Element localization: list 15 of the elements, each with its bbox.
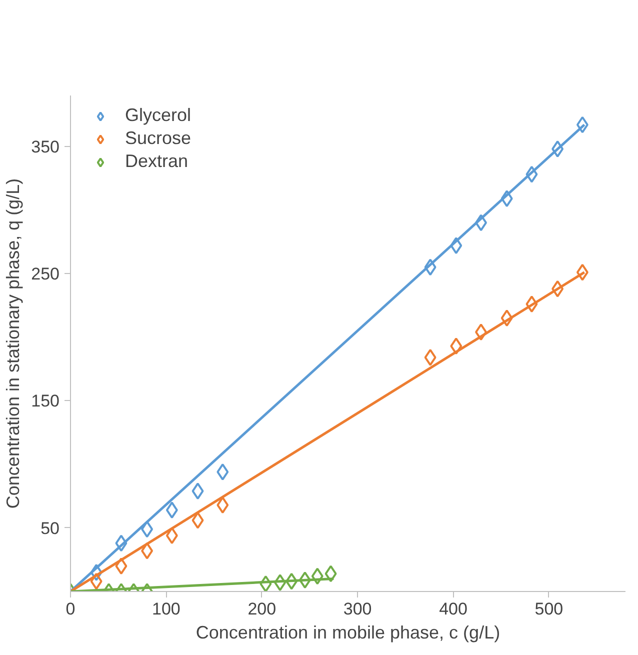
x-tick-label: 400: [439, 600, 468, 618]
x-tick-label: 200: [248, 600, 276, 618]
x-tick-label: 500: [534, 600, 564, 618]
y-tick-label: 350: [31, 137, 60, 156]
y-tick-label: 150: [31, 392, 60, 411]
y-axis-title: Concentration in stationary phase, q (g/L): [3, 178, 24, 509]
x-axis-title: Concentration in mobile phase, c (g/L): [196, 622, 500, 642]
legend-label: Glycerol: [125, 105, 192, 126]
y-tick-label: 50: [40, 518, 60, 538]
y-tick-label: 250: [31, 264, 60, 284]
x-tick-label: 100: [152, 600, 180, 618]
legend-label: Sucrose: [125, 128, 192, 149]
x-tick-label: 300: [343, 600, 372, 618]
x-tick-label: 0: [66, 600, 76, 618]
legend-label: Dextran: [125, 151, 188, 172]
